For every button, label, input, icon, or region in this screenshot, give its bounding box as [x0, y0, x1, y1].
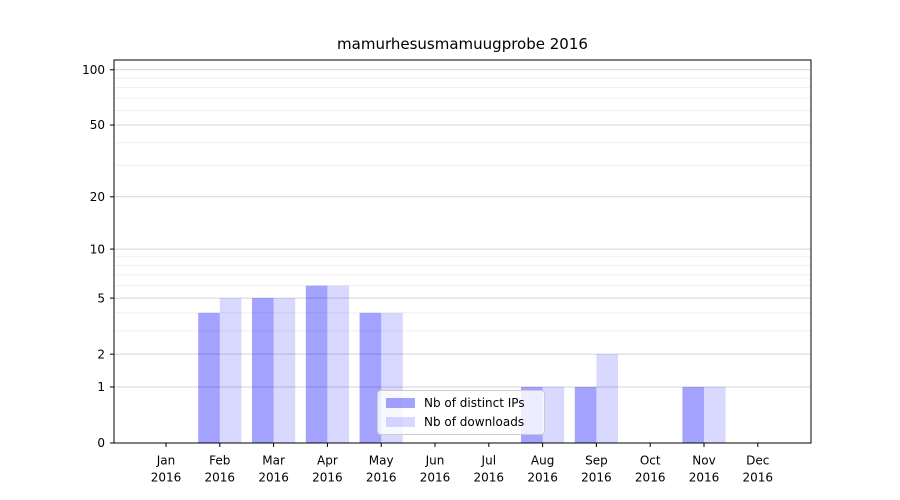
xtick-label-aug: Aug 2016: [527, 454, 558, 485]
ytick-label-2: 2: [97, 347, 105, 361]
xtick-label-jan: Jan 2016: [151, 454, 182, 485]
xtick-label-feb: Feb 2016: [205, 454, 236, 485]
legend-label-downloads: Nb of downloads: [424, 415, 525, 429]
plot-border: [113, 59, 812, 444]
xtick-label-oct: Oct 2016: [635, 454, 666, 485]
xtick-label-mar: Mar 2016: [258, 454, 289, 485]
ytick-label-0: 0: [97, 436, 105, 450]
legend-item-downloads: Nb of downloads: [386, 415, 544, 429]
chart-title: mamurhesusmamuugprobe 2016: [337, 35, 588, 53]
bar-nb-of-downloads-sep: [596, 354, 618, 443]
ytick-label-1: 1: [97, 380, 105, 394]
ytick-label-5: 5: [97, 291, 105, 305]
bar-nb-of-downloads-mar: [273, 298, 296, 443]
ytick-label-100: 100: [82, 63, 105, 77]
xtick-label-dec: Dec 2016: [743, 454, 774, 485]
legend-label-distinct-ips: Nb of distinct IPs: [424, 396, 525, 410]
xtick-label-jul: Jul 2016: [474, 454, 505, 485]
ytick-label-10: 10: [90, 242, 105, 256]
bar-nb-of-distinct-ips-feb: [198, 312, 220, 443]
xtick-label-apr: Apr 2016: [312, 454, 343, 485]
xtick-label-jun: Jun 2016: [420, 454, 451, 485]
bar-nb-of-distinct-ips-nov: [682, 386, 704, 443]
legend-item-distinct-ips: Nb of distinct IPs: [386, 396, 544, 410]
xtick-label-sep: Sep 2016: [581, 454, 612, 485]
xtick-label-nov: Nov 2016: [689, 454, 720, 485]
xtick-label-may: May 2016: [366, 454, 397, 485]
legend-swatch-distinct-ips: [386, 398, 415, 408]
bar-nb-of-distinct-ips-may: [359, 312, 382, 443]
bar-nb-of-distinct-ips-sep: [574, 386, 597, 443]
ytick-label-20: 20: [90, 190, 105, 204]
bar-nb-of-distinct-ips-apr: [305, 285, 328, 443]
bar-nb-of-downloads-aug: [542, 386, 565, 443]
bar-nb-of-downloads-nov: [704, 386, 726, 443]
ytick-label-50: 50: [90, 118, 105, 132]
legend-swatch-downloads: [386, 417, 415, 427]
bar-nb-of-downloads-feb: [219, 298, 242, 443]
legend: Nb of distinct IPs Nb of downloads: [377, 390, 545, 435]
bar-nb-of-downloads-apr: [327, 285, 349, 443]
bar-nb-of-distinct-ips-mar: [252, 298, 274, 443]
